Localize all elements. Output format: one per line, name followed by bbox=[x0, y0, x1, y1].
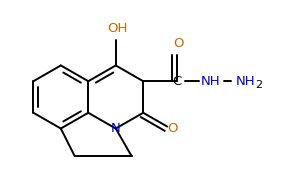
Text: N: N bbox=[111, 122, 121, 135]
Text: 2: 2 bbox=[256, 80, 263, 90]
Text: C: C bbox=[172, 75, 182, 88]
Text: O: O bbox=[174, 37, 184, 50]
Text: NH: NH bbox=[201, 75, 220, 88]
Text: O: O bbox=[167, 122, 178, 135]
Text: OH: OH bbox=[107, 22, 128, 35]
Text: NH: NH bbox=[235, 75, 255, 88]
